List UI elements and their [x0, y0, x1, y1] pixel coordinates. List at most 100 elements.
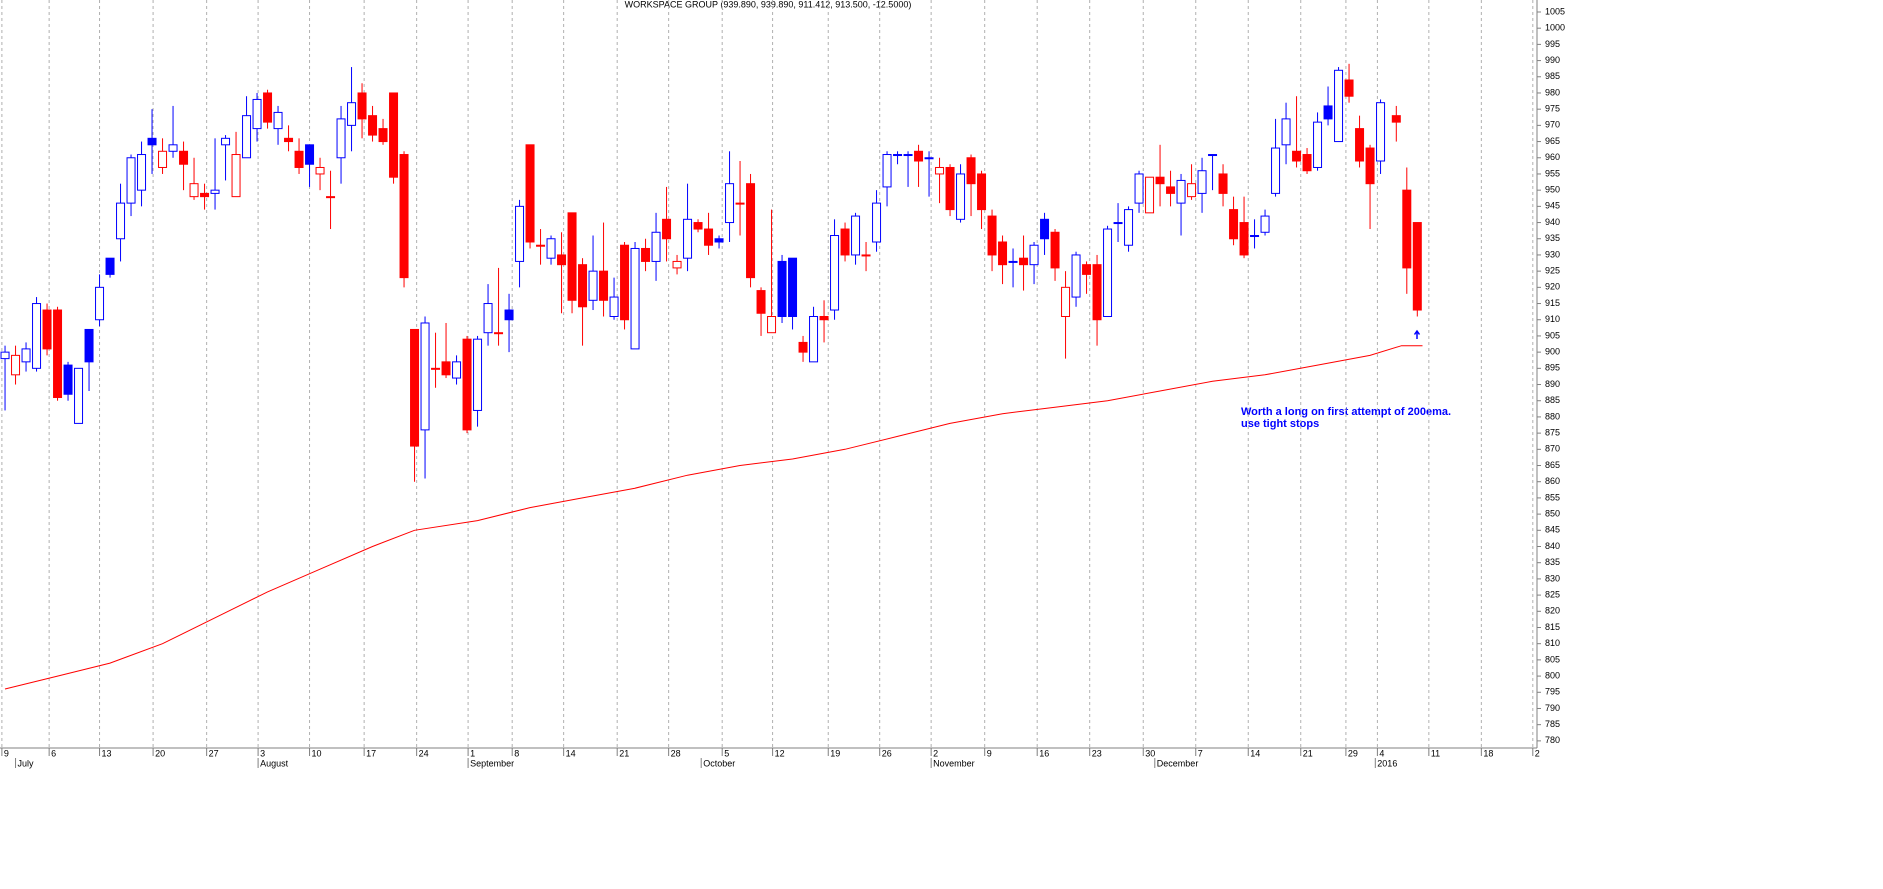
candle-body: [1155, 176, 1165, 185]
candle-body: [515, 205, 525, 262]
candle-body: [1218, 173, 1228, 194]
y-tick-label: 940: [1545, 217, 1560, 227]
y-tick-label: 945: [1545, 201, 1560, 211]
y-tick-label: 850: [1545, 508, 1560, 518]
x-tick-label: 5: [724, 748, 729, 758]
y-tick-label: 950: [1545, 185, 1560, 195]
month-label: November: [933, 758, 975, 768]
x-tick-label: 9: [4, 748, 9, 758]
candle-body: [1302, 154, 1312, 172]
x-tick-label: 14: [566, 748, 576, 758]
candle-body: [294, 150, 304, 168]
candle-body: [504, 309, 514, 321]
candle-body: [11, 354, 21, 376]
candle-body: [1124, 209, 1134, 246]
x-tick-label: 23: [1092, 748, 1102, 758]
x-tick-label: 21: [619, 748, 629, 758]
candle-body: [410, 328, 420, 447]
candle-body: [746, 183, 756, 279]
candle-body: [809, 315, 819, 363]
candle-body: [284, 137, 294, 143]
candle-body: [567, 212, 577, 301]
x-tick-label: 3: [260, 748, 265, 758]
candle-body: [357, 92, 367, 120]
x-tick-label: 27: [209, 748, 219, 758]
y-tick-label: 960: [1545, 152, 1560, 162]
y-tick-label: 805: [1545, 654, 1560, 664]
x-tick-label: 26: [882, 748, 892, 758]
candle-body: [546, 238, 556, 259]
candle-body: [1376, 102, 1386, 162]
x-tick-label: 12: [775, 748, 785, 758]
y-tick-label: 875: [1545, 427, 1560, 437]
candle-body: [105, 257, 115, 275]
candle-body: [1008, 260, 1018, 263]
candle-body: [389, 92, 399, 178]
x-tick-label: 10: [312, 748, 322, 758]
candle-body: [1239, 222, 1249, 256]
x-tick-label: 13: [102, 748, 112, 758]
candle-body: [861, 254, 871, 257]
candle-body: [21, 348, 31, 363]
candle-body: [1334, 69, 1344, 143]
candle-body: [147, 137, 157, 146]
candle-body: [977, 173, 987, 211]
y-tick-label: 795: [1545, 687, 1560, 697]
candle-body: [693, 222, 703, 230]
x-tick-label: 21: [1303, 748, 1313, 758]
annotation: Worth a long on first attempt of 200ema.: [1241, 406, 1451, 418]
candle-body: [252, 98, 262, 130]
x-tick-label: 30: [1145, 748, 1155, 758]
candle-body: [777, 260, 787, 317]
candle-body: [641, 247, 651, 262]
candle-body: [431, 367, 441, 370]
candle-body: [137, 154, 147, 191]
x-tick-label: 17: [366, 748, 376, 758]
y-tick-label: 885: [1545, 395, 1560, 405]
x-tick-label: 16: [1039, 748, 1049, 758]
y-tick-label: 830: [1545, 573, 1560, 583]
candle-body: [378, 128, 388, 143]
candle-body: [725, 183, 735, 224]
candle-body: [1355, 128, 1365, 162]
y-tick-label: 910: [1545, 314, 1560, 324]
candle-body: [1412, 222, 1422, 311]
arrow: [1413, 329, 1421, 339]
candle-body: [1365, 147, 1375, 185]
x-tick-label: 14: [1250, 748, 1260, 758]
candle-body: [53, 309, 63, 398]
x-tick-label: 24: [419, 748, 429, 758]
candle-body: [305, 144, 315, 165]
candle-body: [998, 241, 1008, 266]
y-tick-label: 915: [1545, 298, 1560, 308]
candle-body: [1176, 179, 1186, 204]
candle-body: [1344, 79, 1354, 97]
candle-body: [935, 166, 945, 175]
candle-body: [651, 231, 661, 262]
candle-body: [441, 361, 451, 376]
candle-body: [756, 290, 766, 314]
month-label: September: [470, 758, 514, 768]
candle-body: [0, 351, 10, 360]
candle-body: [914, 150, 924, 162]
candle-body: [1145, 176, 1155, 214]
y-tick-label: 815: [1545, 622, 1560, 632]
candle-body: [399, 154, 409, 279]
x-tick-label: 6: [51, 748, 56, 758]
y-tick-label: 855: [1545, 492, 1560, 502]
month-label: December: [1157, 758, 1199, 768]
y-tick-label: 970: [1545, 120, 1560, 130]
candle-body: [683, 218, 693, 259]
candle-body: [95, 286, 105, 321]
x-tick-label: 2: [933, 748, 938, 758]
x-tick-label: 19: [830, 748, 840, 758]
candle-body: [525, 144, 535, 243]
chart-title: WORKSPACE GROUP (939.890, 939.890, 911.4…: [625, 0, 912, 9]
candle-body: [63, 364, 73, 395]
y-tick-label: 810: [1545, 638, 1560, 648]
candle-body: [851, 215, 861, 256]
x-tick-label: 8: [514, 748, 519, 758]
y-tick-label: 965: [1545, 136, 1560, 146]
candle-body: [263, 92, 273, 123]
x-tick-label: 9: [987, 748, 992, 758]
